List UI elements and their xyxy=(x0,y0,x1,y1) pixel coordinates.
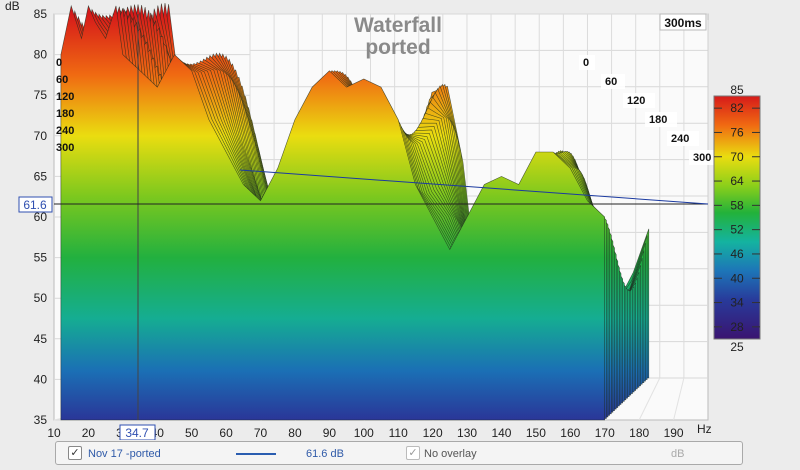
chart-title: Waterfall xyxy=(354,14,442,37)
time-tick-label: 180 xyxy=(649,114,667,126)
colorbar xyxy=(713,95,761,340)
colorbar-tick-label: 70 xyxy=(730,150,744,164)
colorbar-tick-label: 40 xyxy=(730,271,744,285)
y-axis-label: dB xyxy=(5,0,20,13)
time-tick-label: 0 xyxy=(583,57,589,69)
series-line-swatch xyxy=(236,453,276,455)
time-tick-box xyxy=(601,74,625,89)
cursor-y-box xyxy=(18,196,53,213)
time-tick-label: 60 xyxy=(605,76,617,88)
time-axis-label-box xyxy=(659,13,707,31)
colorbar-max-label: 85 xyxy=(730,83,744,97)
y-tick-label: 45 xyxy=(34,332,48,346)
y-tick-label: 75 xyxy=(34,88,48,102)
time-tick-left-label: 0 xyxy=(56,57,62,69)
y-axis-ticks: 35 40 45 50 55 60 65 70 75 80 85 xyxy=(34,7,48,427)
overlay-checkbox[interactable]: ✓ xyxy=(406,446,420,460)
colorbar-tick-label: 58 xyxy=(730,198,744,212)
x-tick-label: 60 xyxy=(219,426,233,440)
y-tick-label: 35 xyxy=(34,413,48,427)
colorbar-tick-label: 64 xyxy=(730,174,744,188)
time-axis-ticks-left: 0 60 120 180 240 300 xyxy=(56,57,74,154)
time-tick-box xyxy=(667,131,699,146)
colorbar-ticks: 82 76 70 64 58 52 46 40 34 28 xyxy=(714,101,760,334)
colorbar-tick-label: 76 xyxy=(730,125,744,139)
colorbar-tick-label: 34 xyxy=(730,296,744,310)
x-tick-label: 170 xyxy=(595,426,615,440)
time-tick-left-label: 120 xyxy=(56,91,74,103)
time-tick-box xyxy=(623,93,655,108)
time-tick-box xyxy=(645,112,677,127)
chart-subtitle: ported xyxy=(365,36,430,59)
time-tick-left-label: 60 xyxy=(56,74,68,86)
overlay-unit: dB xyxy=(671,448,685,460)
legend-bar: ✓ Nov 17 -ported 61.6 dB ✓ No overlay dB xyxy=(55,441,743,465)
series-checkbox[interactable]: ✓ xyxy=(68,446,82,460)
colorbar-tick-label: 28 xyxy=(730,320,744,334)
x-tick-label: 190 xyxy=(664,426,684,440)
x-tick-label: 50 xyxy=(185,426,199,440)
x-tick-label: 10 xyxy=(47,426,61,440)
y-tick-label: 40 xyxy=(34,372,48,386)
x-tick-label: 80 xyxy=(288,426,302,440)
colorbar-tick-label: 82 xyxy=(730,101,744,115)
y-tick-label: 85 xyxy=(34,7,48,21)
time-axis-label: 300ms xyxy=(664,16,702,30)
x-axis-unit: Hz xyxy=(697,422,712,436)
time-tick-label: 120 xyxy=(627,95,645,107)
x-tick-label: 140 xyxy=(491,426,511,440)
x-tick-label: 20 xyxy=(82,426,96,440)
time-tick-left-label: 300 xyxy=(56,142,74,154)
time-tick-left-label: 180 xyxy=(56,108,74,120)
x-tick-label: 160 xyxy=(560,426,580,440)
x-tick-label: 150 xyxy=(526,426,546,440)
time-tick-box xyxy=(579,55,595,70)
waterfall-slice xyxy=(60,4,605,421)
colorbar-tick-label: 52 xyxy=(730,223,744,237)
time-tick-label: 240 xyxy=(671,133,689,145)
series-name: Nov 17 -ported xyxy=(88,448,161,460)
x-tick-label: 70 xyxy=(254,426,268,440)
x-tick-label: 120 xyxy=(423,426,443,440)
y-tick-label: 50 xyxy=(34,291,48,305)
overlay-label: No overlay xyxy=(424,448,477,460)
cursor-x-box xyxy=(119,424,156,440)
x-tick-label: 180 xyxy=(629,426,649,440)
x-tick-label: 100 xyxy=(354,426,374,440)
cursor-depth-line xyxy=(239,169,709,205)
series-value: 61.6 dB xyxy=(306,448,344,460)
y-tick-label: 65 xyxy=(34,169,48,183)
waterfall-surface xyxy=(60,2,650,421)
cursor-x-readout: 34.7 xyxy=(125,426,149,440)
x-tick-label: 110 xyxy=(389,426,408,440)
colorbar-min-label: 25 xyxy=(730,340,744,354)
colorbar-tick-label: 46 xyxy=(730,247,744,261)
cursor-y-readout: 61.6 xyxy=(23,198,47,212)
x-tick-label: 90 xyxy=(323,426,337,440)
time-tick-box xyxy=(689,150,721,165)
y-tick-label: 70 xyxy=(34,129,48,143)
time-tick-left-label: 240 xyxy=(56,125,74,137)
y-tick-label: 55 xyxy=(34,251,48,265)
y-tick-label: 60 xyxy=(34,210,48,224)
y-tick-label: 80 xyxy=(34,48,48,62)
time-axis-ticks: 0 60 120 180 240 300 xyxy=(579,55,721,165)
x-tick-label: 130 xyxy=(457,426,477,440)
time-tick-label: 300 xyxy=(693,152,711,164)
